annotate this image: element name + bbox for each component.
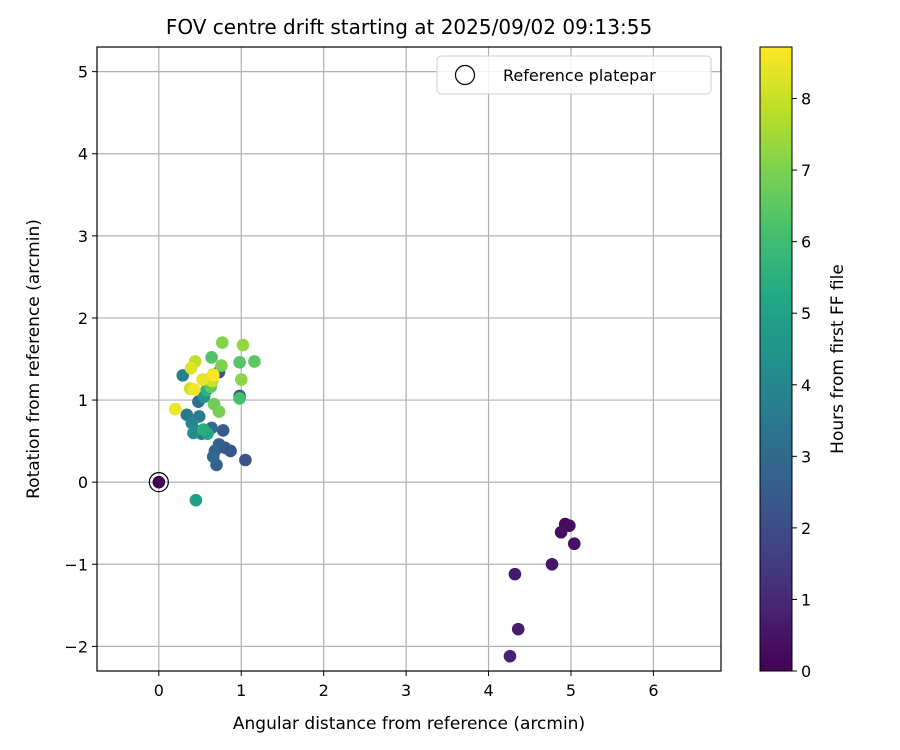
x-axis-ticks: 0 1 2 3 4 5 6 xyxy=(154,671,659,700)
y-tick-label: −2 xyxy=(64,637,88,656)
colorbar-tick-label: 1 xyxy=(801,590,811,609)
reference-marker xyxy=(148,472,169,493)
data-point xyxy=(554,525,568,539)
data-point xyxy=(236,338,250,352)
x-tick-label: 1 xyxy=(236,681,246,700)
data-point xyxy=(206,450,220,464)
colorbar-tick-label: 5 xyxy=(801,304,811,323)
data-point xyxy=(176,369,190,382)
data-point xyxy=(169,402,182,416)
x-tick-label: 5 xyxy=(566,681,576,700)
data-point xyxy=(233,392,246,405)
reference-platepar-marker xyxy=(148,472,169,493)
x-axis-label: Angular distance from reference (arcmin) xyxy=(233,714,585,734)
data-point xyxy=(196,373,209,386)
colorbar-tick-label: 2 xyxy=(801,519,811,538)
data-point xyxy=(545,557,559,571)
colorbar-tick-label: 0 xyxy=(801,662,811,681)
data-point xyxy=(508,567,522,581)
data-point xyxy=(152,475,166,489)
data-point xyxy=(206,369,220,382)
legend-box xyxy=(436,55,712,95)
x-tick-label: 6 xyxy=(648,681,658,700)
data-point xyxy=(233,355,246,369)
data-point xyxy=(205,351,218,364)
data-point xyxy=(248,355,261,368)
y-tick-label: 2 xyxy=(78,309,88,328)
colorbar-tick-label: 7 xyxy=(801,161,811,180)
legend-reference-marker xyxy=(454,64,476,86)
y-axis-label: Rotation from reference (arcmin) xyxy=(24,219,44,499)
data-point xyxy=(212,405,226,418)
colorbar-ticks: 0 1 2 3 4 5 6 7 8 xyxy=(792,90,811,681)
data-point xyxy=(187,383,201,396)
data-point xyxy=(197,423,210,436)
x-tick-label: 0 xyxy=(154,681,164,700)
data-point xyxy=(503,649,517,663)
legend-label: Reference platepar xyxy=(503,66,656,85)
colorbar-label: Hours from first FF file xyxy=(828,264,848,454)
y-tick-label: 5 xyxy=(78,63,88,82)
colorbar: 0 1 2 3 4 5 6 7 8 Hours from first FF file xyxy=(759,46,848,681)
x-tick-label: 3 xyxy=(401,681,411,700)
data-point xyxy=(185,416,199,430)
colorbar-gradient xyxy=(759,46,793,672)
data-point xyxy=(216,424,230,437)
scatter-points xyxy=(152,336,581,663)
colorbar-tick-label: 8 xyxy=(801,90,811,109)
data-point xyxy=(567,537,581,551)
colorbar-tick-label: 4 xyxy=(801,376,811,395)
x-tick-label: 4 xyxy=(483,681,493,700)
colorbar-tick-label: 3 xyxy=(801,447,811,466)
data-point xyxy=(189,493,203,507)
x-tick-label: 2 xyxy=(319,681,329,700)
legend: Reference platepar xyxy=(436,55,712,95)
data-point xyxy=(511,622,525,636)
y-axis-ticks: −2 −1 0 1 2 3 4 5 xyxy=(64,63,97,656)
y-tick-label: 0 xyxy=(78,473,88,492)
data-point xyxy=(239,453,252,467)
y-tick-label: 4 xyxy=(78,145,88,164)
plot-frame xyxy=(96,46,722,672)
data-point xyxy=(215,336,229,349)
data-point xyxy=(215,359,228,372)
y-tick-label: 1 xyxy=(78,391,88,410)
y-tick-label: −1 xyxy=(64,555,88,574)
data-point xyxy=(184,361,198,375)
data-point xyxy=(187,426,200,440)
data-point xyxy=(234,373,248,386)
chart-title: FOV centre drift starting at 2025/09/02 … xyxy=(166,15,652,39)
colorbar-tick-label: 6 xyxy=(801,233,811,252)
y-tick-label: 3 xyxy=(78,227,88,246)
